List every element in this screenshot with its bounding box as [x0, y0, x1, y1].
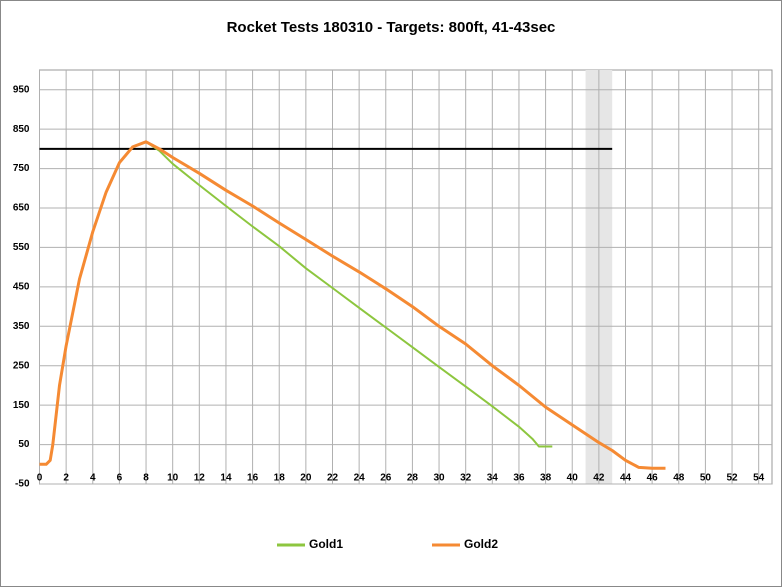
y-tick-label: 950 — [13, 84, 30, 95]
x-tick-label: 30 — [433, 473, 445, 484]
x-tick-label: 54 — [753, 473, 765, 484]
x-tick-label: 36 — [513, 473, 525, 484]
x-tick-label: 14 — [220, 473, 232, 484]
y-tick-label: 150 — [13, 400, 30, 411]
chart-title: Rocket Tests 180310 - Targets: 800ft, 41… — [227, 19, 556, 36]
x-tick-label: 16 — [247, 473, 259, 484]
x-tick-label: 6 — [117, 473, 123, 484]
x-tick-label: 34 — [487, 473, 499, 484]
x-tick-label: 10 — [167, 473, 179, 484]
plot-area — [39, 69, 773, 485]
x-tick-label: 8 — [143, 473, 149, 484]
x-tick-label: 52 — [726, 473, 738, 484]
y-tick-label: 550 — [13, 242, 30, 253]
y-tick-label: 850 — [13, 124, 30, 135]
x-tick-label: 22 — [327, 473, 339, 484]
x-tick-label: 18 — [274, 473, 286, 484]
x-tick-label: 42 — [593, 473, 605, 484]
x-tick-label: 4 — [90, 473, 96, 484]
x-tick-label: 24 — [354, 473, 366, 484]
x-tick-label: 20 — [300, 473, 312, 484]
series-line — [39, 140, 666, 470]
x-tick-label: 48 — [673, 473, 685, 484]
x-tick-label: 40 — [567, 473, 579, 484]
legend-label: Gold2 — [464, 537, 498, 551]
x-tick-label: 12 — [194, 473, 206, 484]
y-tick-label: 650 — [13, 203, 30, 214]
x-tick-label: 46 — [647, 473, 659, 484]
x-tick-label: 2 — [63, 473, 69, 484]
x-tick-label: 50 — [700, 473, 712, 484]
y-tick-label: 750 — [13, 163, 30, 174]
y-tick-label: 50 — [18, 439, 30, 450]
y-tick-label: 250 — [13, 360, 30, 371]
y-tick-label: -50 — [15, 479, 30, 490]
x-tick-label: 28 — [407, 473, 419, 484]
x-tick-label: 26 — [380, 473, 392, 484]
legend-label: Gold1 — [309, 537, 343, 551]
x-tick-label: 0 — [37, 473, 43, 484]
y-tick-label: 450 — [13, 281, 30, 292]
x-tick-label: 32 — [460, 473, 472, 484]
y-tick-label: 350 — [13, 321, 30, 332]
x-tick-label: 44 — [620, 473, 632, 484]
x-tick-label: 38 — [540, 473, 552, 484]
